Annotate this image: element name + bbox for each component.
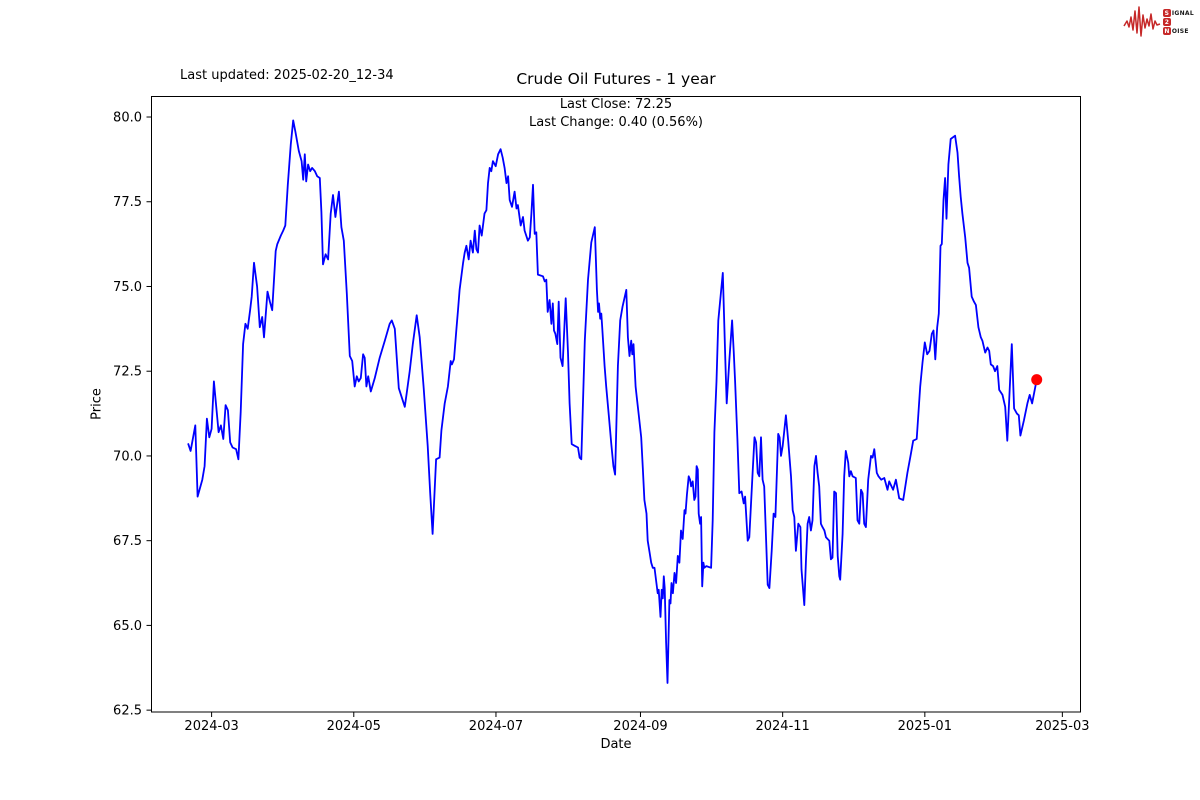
waveform-path: [1123, 6, 1161, 37]
last-change-text: Last Change: 0.40 (0.56%): [528, 115, 703, 130]
logo-text: S IGNAL 2 N OISE: [1162, 9, 1194, 35]
logo-text-oise: OISE: [1171, 27, 1189, 35]
price-line: [187, 119, 1038, 684]
y-tick-label: 72.5: [113, 365, 142, 380]
y-tick-label: 67.5: [113, 534, 142, 549]
logo-box-2: 2: [1162, 18, 1171, 26]
x-tick-label: 2025-03: [1035, 719, 1089, 734]
waveform-icon: [1123, 6, 1161, 37]
logo-box-n: N: [1162, 27, 1171, 35]
x-tick-label: 2024-11: [755, 719, 809, 734]
logo-box-s: S: [1162, 9, 1171, 17]
x-tick-label: 2024-03: [184, 719, 238, 734]
last-close-text: Last Close: 72.25: [559, 97, 673, 112]
last-point-marker: [1031, 374, 1043, 386]
y-tick-label: 70.0: [113, 449, 142, 464]
logo-row-digit: 2: [1162, 18, 1194, 26]
x-axis-label: Date: [600, 737, 632, 752]
y-tick-label: 80.0: [113, 111, 142, 126]
signal2noise-logo: S IGNAL 2 N OISE: [1123, 4, 1194, 40]
last-updated-text: Last updated: 2025-02-20_12-34: [180, 68, 394, 83]
y-tick-label: 77.5: [113, 195, 142, 210]
y-tick-label: 62.5: [113, 704, 142, 719]
logo-row-noise: N OISE: [1162, 27, 1194, 35]
logo-row-signal: S IGNAL: [1162, 9, 1194, 17]
chart-title: Crude Oil Futures - 1 year: [516, 70, 716, 88]
x-tick-label: 2024-09: [613, 719, 667, 734]
plot-border: [151, 96, 1081, 713]
logo-text-ignal: IGNAL: [1171, 9, 1194, 17]
y-tick-label: 75.0: [113, 280, 142, 295]
x-tick-label: 2025-01: [898, 719, 952, 734]
x-tick-label: 2024-07: [469, 719, 523, 734]
y-tick-label: 65.0: [113, 619, 142, 634]
x-tick-label: 2024-05: [327, 719, 381, 734]
